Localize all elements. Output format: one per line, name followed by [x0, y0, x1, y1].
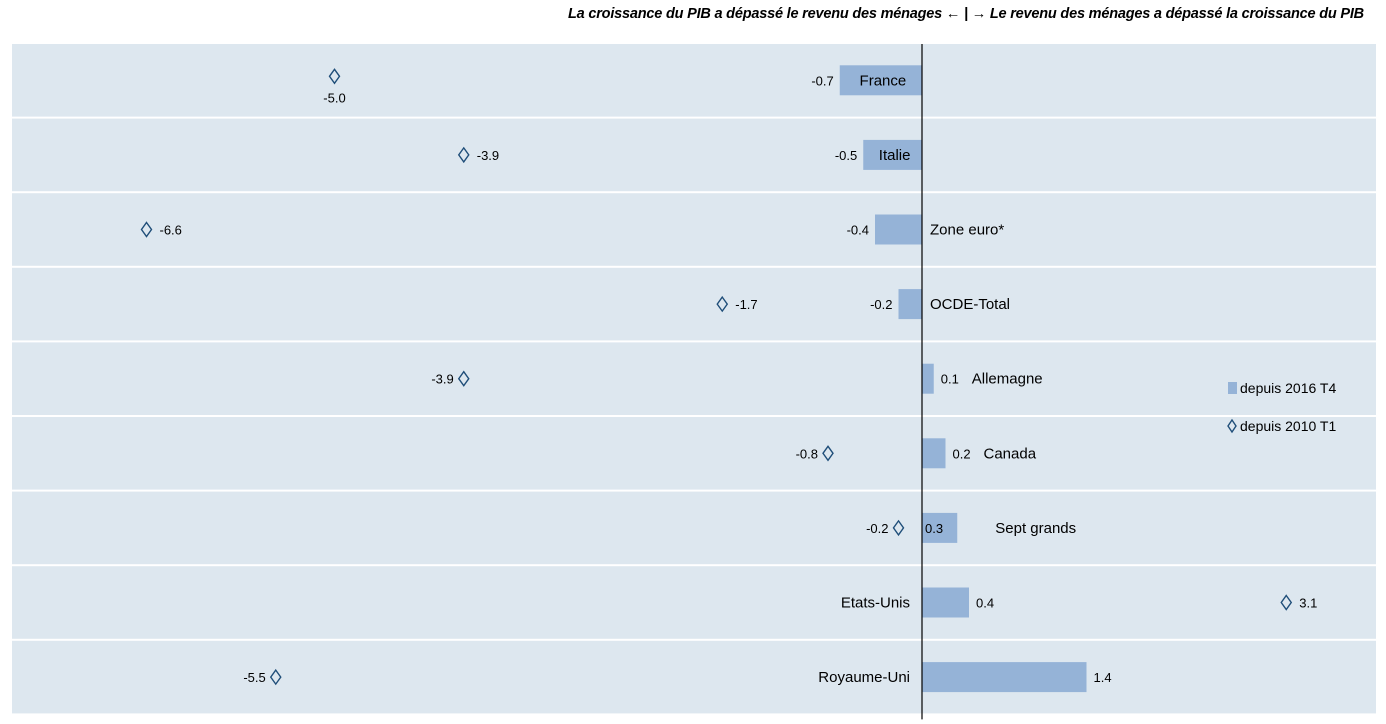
legend-bar-swatch	[1228, 382, 1237, 394]
diamond-marker-7	[1280, 594, 1293, 611]
category-label-2: Zone euro*	[930, 222, 1004, 239]
category-label-4: Allemagne	[972, 371, 1043, 388]
category-label-5: Canada	[984, 445, 1037, 462]
diamond-marker-3	[716, 295, 729, 313]
header-right-text: Le revenu des ménages a dépassé la crois…	[989, 6, 1364, 22]
bar-6	[922, 512, 958, 543]
diamond-marker-4	[457, 370, 470, 387]
legend-label-diamond: depuis 2010 T1	[1240, 418, 1336, 434]
header-arrow-left-icon: ←	[945, 6, 961, 22]
category-label-1: Italie	[879, 147, 911, 164]
row-band-8	[12, 640, 1376, 714]
legend-diamond-icon	[1227, 418, 1237, 434]
bar-5	[922, 438, 946, 469]
diamond-marker-2	[140, 221, 153, 238]
diamond-marker-8	[269, 668, 282, 686]
diamond-value-label-5: -0.8	[796, 446, 818, 461]
legend-label-bar: depuis 2016 T4	[1240, 380, 1336, 396]
bar-value-label-1: -0.5	[835, 148, 857, 163]
diamond-value-label-8: -5.5	[243, 670, 265, 685]
diamonds-series	[140, 68, 1293, 686]
diamond-value-label-2: -6.6	[160, 223, 182, 238]
legend: depuis 2016 T4 depuis 2010 T1	[1227, 380, 1336, 434]
bar-value-label-7: 0.4	[976, 596, 994, 611]
row-bands	[12, 44, 1376, 714]
diamond-value-label-4: -3.9	[431, 372, 453, 387]
diamond-value-label-3: -1.7	[735, 297, 757, 312]
row-band-2	[12, 193, 1376, 266]
diamond-marker-0	[328, 68, 341, 85]
bar-value-label-5: 0.2	[953, 446, 971, 461]
diamond-value-label-1: -3.9	[477, 148, 499, 163]
bars-series	[839, 65, 1087, 693]
diamond-value-label-7: 3.1	[1299, 596, 1317, 611]
diamond-marker-5	[822, 445, 834, 462]
row-band-6	[12, 491, 1376, 565]
row-band-0	[12, 44, 1376, 117]
labels-layer: -0.7 France -5.0 -0.5 Italie -3.9 -0.4 Zone eur…	[160, 72, 1318, 686]
category-label-0: France	[860, 72, 907, 89]
header-text: La croissance du PIB a dépassé le revenu…	[568, 6, 1364, 22]
row-band-4	[12, 342, 1376, 415]
diamond-value-label-0: -5.0	[323, 90, 345, 105]
category-label-6: Sept grands	[995, 520, 1076, 537]
bar-0	[839, 65, 922, 96]
header-left-text: La croissance du PIB a dépassé le revenu…	[568, 6, 943, 22]
bar-value-label-4: 0.1	[941, 372, 959, 387]
bar-1	[863, 139, 922, 170]
header-separator: |	[964, 6, 968, 22]
diamond-value-label-6: -0.2	[866, 521, 888, 536]
bar-2	[875, 214, 922, 245]
header-arrow-right-icon: →	[971, 6, 987, 22]
category-label-3: OCDE-Total	[930, 296, 1010, 313]
bar-4	[922, 363, 934, 394]
row-band-5	[12, 417, 1376, 490]
row-band-1	[12, 118, 1376, 192]
row-band-3	[12, 267, 1376, 341]
bar-value-label-2: -0.4	[847, 223, 869, 238]
diamond-marker-6	[892, 519, 905, 537]
bar-value-label-8: 1.4	[1094, 670, 1112, 685]
bar-value-label-0: -0.7	[811, 73, 833, 88]
diamond-marker-1	[457, 146, 470, 164]
category-label-7: Etats-Unis	[841, 595, 910, 612]
category-label-8: Royaume-Uni	[818, 669, 910, 686]
chart-header: La croissance du PIB a dépassé le revenu…	[0, 2, 1386, 30]
bar-7	[922, 587, 969, 618]
bar-8	[922, 662, 1087, 693]
row-band-7	[12, 566, 1376, 639]
bar-3	[898, 289, 922, 320]
bar-value-label-6: 0.3	[925, 521, 943, 536]
bar-value-label-3: -0.2	[870, 297, 892, 312]
